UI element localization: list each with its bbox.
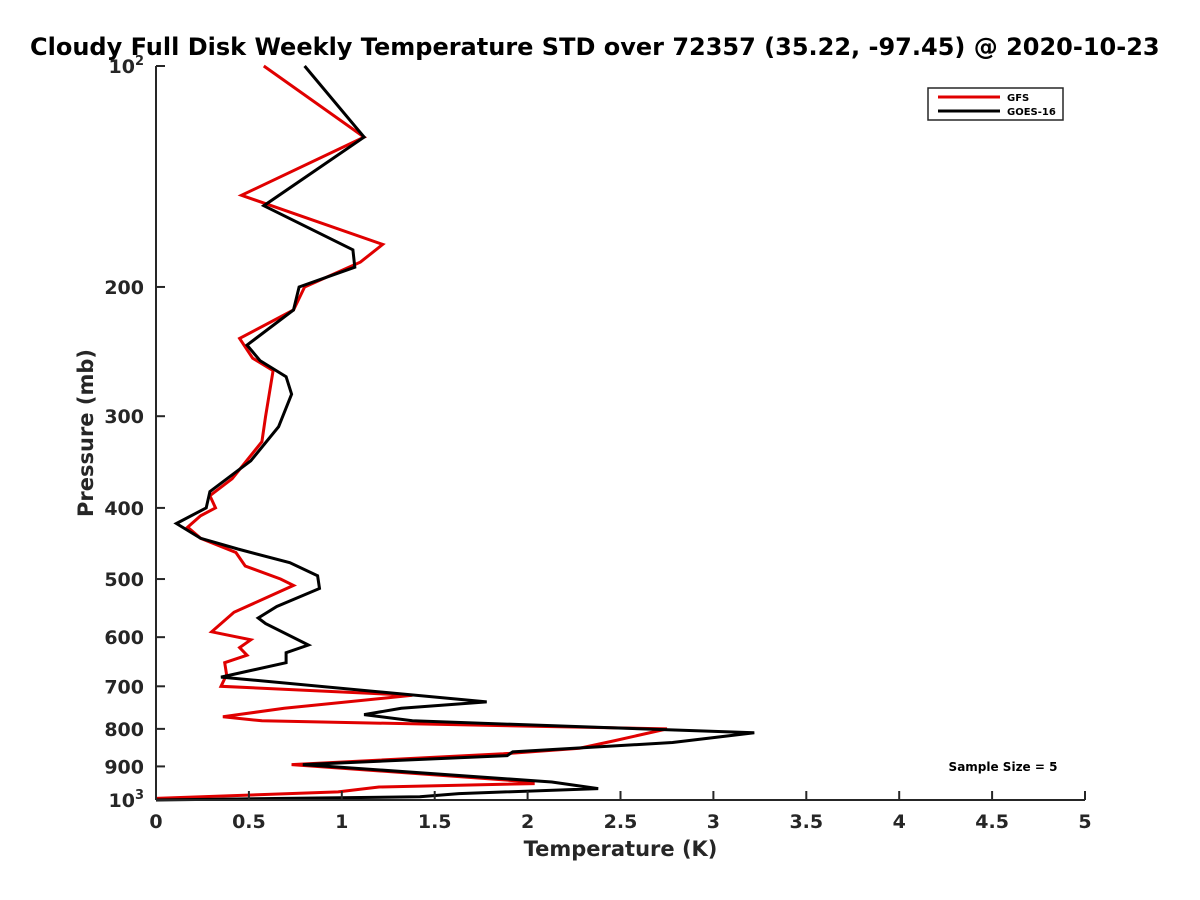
legend: GFS GOES-16 <box>927 87 1064 121</box>
x-tick-label: 3 <box>707 811 720 833</box>
series-line-goes-16 <box>155 65 755 802</box>
y-tick-label: 103 <box>109 788 145 812</box>
y-axis-label: Pressure (mb) <box>74 349 98 517</box>
y-tick-label: 300 <box>104 406 144 428</box>
chart-title: Cloudy Full Disk Weekly Temperature STD … <box>30 33 1160 61</box>
x-tick-label: 1 <box>335 811 348 833</box>
series-layer <box>155 64 755 802</box>
y-tick-label: 102 <box>109 54 145 78</box>
x-tick-label: 2 <box>521 811 534 833</box>
x-axis-label: Temperature (K) <box>524 837 718 861</box>
y-axis-ticks: 102 200 300 400 500 600 700 800 900 103 <box>104 54 165 812</box>
x-axis-ticks: 0 0.5 1 1.5 2 2.5 3 3.5 4 4.5 5 <box>149 791 1092 833</box>
y-tick-label: 700 <box>104 676 144 698</box>
legend-label: GOES-16 <box>1007 107 1056 118</box>
x-tick-label: 4.5 <box>975 811 1009 833</box>
y-tick-label: 500 <box>104 569 144 591</box>
y-tick-label: 600 <box>104 627 144 649</box>
legend-box <box>927 87 1064 121</box>
x-tick-label: 2.5 <box>604 811 638 833</box>
x-tick-label: 3.5 <box>789 811 823 833</box>
x-tick-label: 0.5 <box>232 811 266 833</box>
y-tick-label: 200 <box>104 277 144 299</box>
x-tick-label: 0 <box>149 811 162 833</box>
sample-size-annotation: Sample Size = 5 <box>949 760 1058 774</box>
series-line-gfs <box>155 64 668 800</box>
x-tick-label: 1.5 <box>418 811 452 833</box>
plot-area: 0 0.5 1 1.5 2 2.5 3 3.5 4 4.5 5 102 200 300 400 500 600… <box>104 54 1091 833</box>
x-tick-label: 5 <box>1078 811 1091 833</box>
legend-label: GFS <box>1007 93 1029 104</box>
y-tick-label: 800 <box>104 719 144 741</box>
y-tick-label: 900 <box>104 756 144 778</box>
y-tick-label: 400 <box>104 498 144 520</box>
x-tick-label: 4 <box>893 811 906 833</box>
